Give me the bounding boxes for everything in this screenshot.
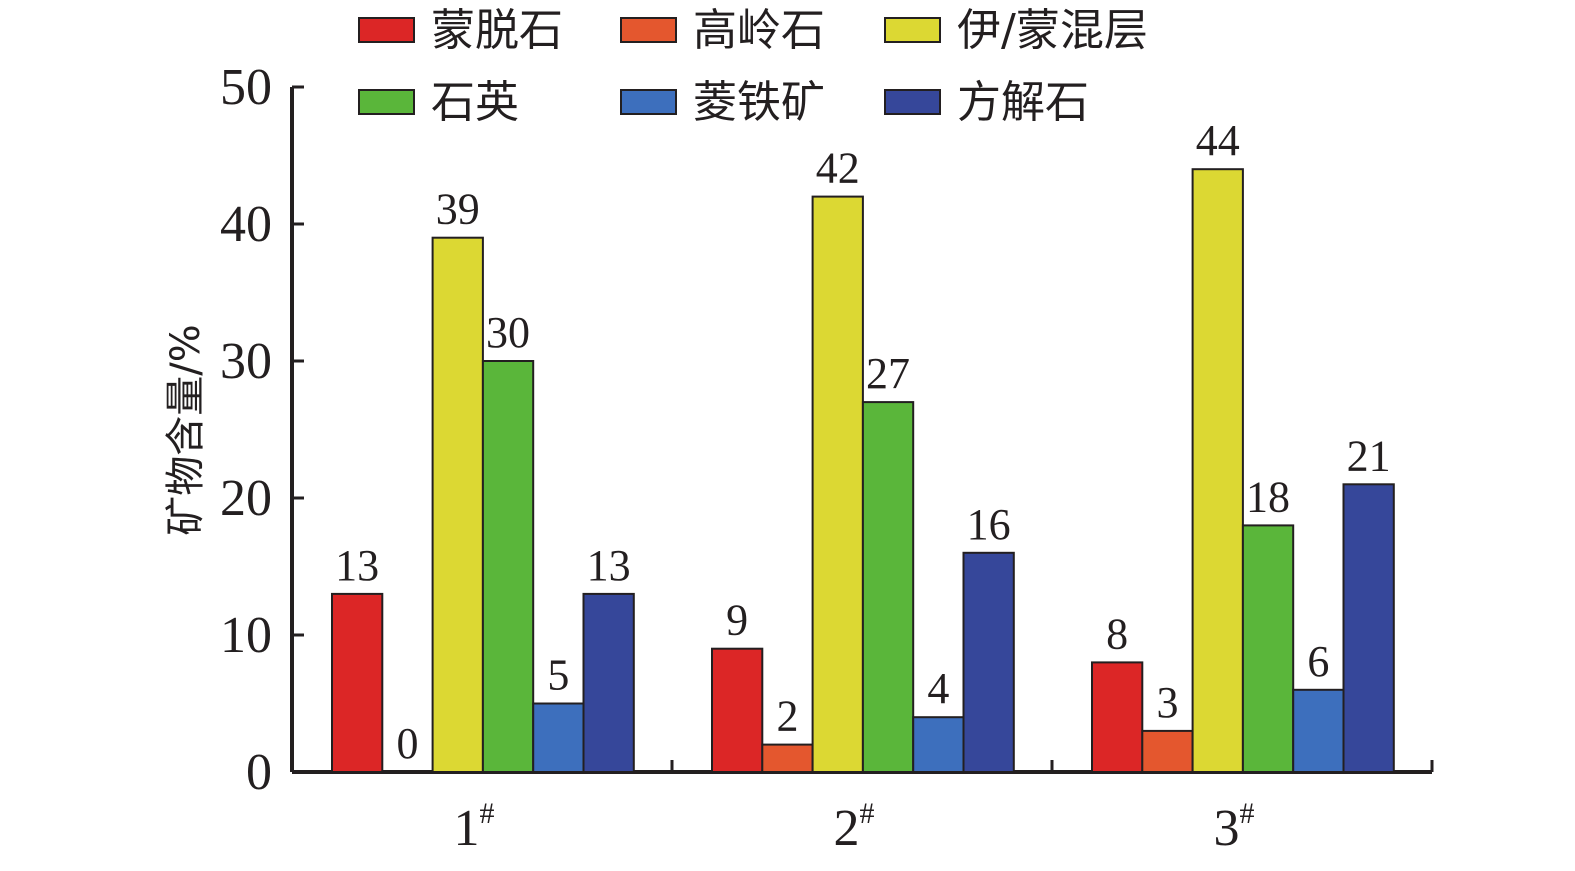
bar — [331, 592, 384, 774]
bars — [331, 168, 1395, 774]
bar — [811, 195, 864, 774]
data-label: 2 — [776, 692, 798, 741]
data-label: 0 — [396, 719, 418, 768]
legend-label: 伊/蒙混层 — [957, 5, 1148, 56]
legend-swatch — [884, 17, 941, 43]
y-tick-label: 30 — [220, 333, 272, 390]
y-tick-label: 10 — [220, 607, 272, 664]
data-label: 42 — [816, 144, 860, 193]
y-axis: 0 10 20 30 40 50 — [220, 59, 304, 801]
bar — [481, 360, 535, 773]
data-label: 8 — [1106, 609, 1128, 658]
y-tick-label: 40 — [220, 196, 272, 253]
bar — [761, 743, 814, 773]
y-axis-label: 矿物含量/% — [163, 324, 209, 535]
legend-swatch — [358, 89, 415, 115]
bar — [1292, 688, 1345, 773]
legend-swatch — [620, 17, 677, 43]
bar — [431, 236, 484, 773]
x-axis: 1# 2# 3# — [292, 760, 1434, 857]
bar — [912, 716, 965, 774]
legend-swatch — [358, 17, 415, 43]
data-label: 4 — [927, 664, 949, 713]
x-tick-label: 1# — [454, 797, 495, 857]
data-label: 3 — [1156, 678, 1178, 727]
bar — [1141, 729, 1194, 774]
bar — [1191, 168, 1244, 773]
legend-label: 蒙脱石 — [431, 5, 563, 56]
data-label: 6 — [1307, 637, 1329, 686]
data-label: 13 — [587, 541, 631, 590]
data-label: 9 — [726, 596, 748, 645]
bar — [1091, 661, 1144, 774]
legend-swatch — [620, 89, 677, 115]
bar — [962, 551, 1015, 773]
legend-label: 高岭石 — [693, 5, 825, 56]
y-tick-label: 50 — [220, 59, 272, 116]
data-labels: 13 9 8 0 2 3 39 42 44 30 27 18 5 4 6 13 16 21 — [335, 116, 1391, 768]
y-tick-label: 20 — [220, 470, 272, 527]
data-label: 30 — [486, 308, 530, 357]
bar — [532, 702, 585, 773]
data-label: 44 — [1196, 116, 1240, 165]
bar — [1342, 483, 1395, 773]
x-tick-label: 2# — [834, 797, 875, 857]
legend-label: 方解石 — [957, 77, 1089, 128]
bar — [861, 401, 915, 773]
data-label: 21 — [1347, 431, 1391, 480]
bar — [582, 592, 635, 774]
y-tick-label: 0 — [246, 744, 272, 801]
data-label: 13 — [335, 541, 379, 590]
data-label: 39 — [436, 185, 480, 234]
legend-label: 菱铁矿 — [693, 77, 825, 128]
legend-label: 石英 — [431, 77, 519, 128]
bar — [711, 647, 764, 774]
data-label: 18 — [1246, 472, 1290, 521]
x-tick-label: 3# — [1214, 797, 1255, 857]
legend-swatch — [884, 89, 941, 115]
bar — [1241, 524, 1295, 774]
data-label: 27 — [866, 349, 910, 398]
data-label: 5 — [547, 651, 569, 700]
data-label: 16 — [967, 500, 1011, 549]
